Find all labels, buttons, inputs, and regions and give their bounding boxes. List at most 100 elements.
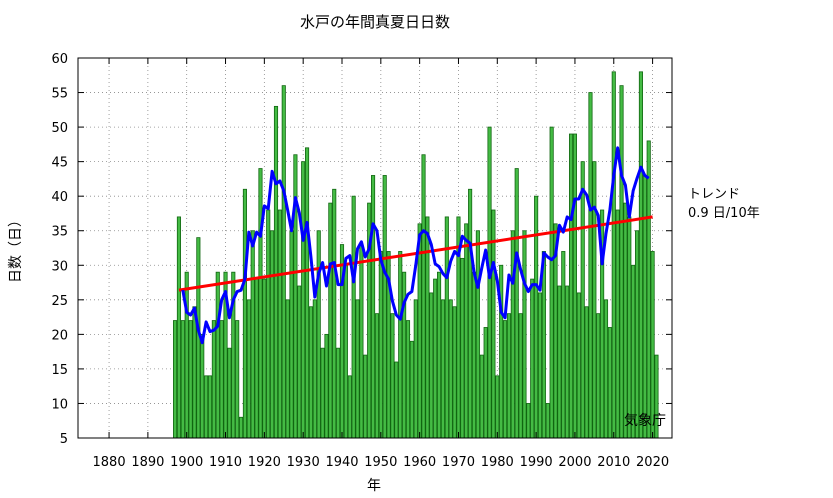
bar bbox=[503, 320, 508, 439]
bar bbox=[615, 209, 620, 439]
x-tick-label: 1920 bbox=[248, 455, 281, 470]
x-tick-label: 1890 bbox=[131, 455, 164, 470]
x-tick-label: 1960 bbox=[403, 455, 436, 470]
bar bbox=[635, 230, 640, 439]
bar bbox=[475, 230, 480, 439]
bar bbox=[176, 216, 181, 439]
y-tick-label: 40 bbox=[51, 190, 68, 205]
bar bbox=[332, 188, 337, 439]
bar bbox=[487, 126, 492, 439]
y-tick-label: 50 bbox=[51, 121, 68, 136]
bar bbox=[440, 299, 445, 439]
trend-legend-label: トレンド bbox=[688, 187, 740, 202]
bar bbox=[603, 299, 609, 439]
bar bbox=[266, 209, 271, 439]
y-tick-label: 25 bbox=[51, 294, 68, 309]
bar bbox=[471, 271, 477, 439]
bar bbox=[398, 251, 403, 439]
bar bbox=[580, 161, 585, 439]
bar bbox=[506, 313, 511, 439]
bar bbox=[405, 320, 411, 439]
bar bbox=[541, 251, 546, 439]
bar bbox=[359, 244, 364, 439]
bar bbox=[281, 85, 286, 439]
bar bbox=[592, 161, 597, 439]
bar bbox=[374, 313, 379, 439]
bar bbox=[242, 188, 247, 439]
moving-average-line bbox=[181, 146, 650, 345]
bar bbox=[646, 140, 651, 439]
source-label: 気象庁 bbox=[624, 413, 666, 429]
bar bbox=[371, 175, 376, 439]
bar bbox=[173, 320, 178, 439]
x-tick-label: 1950 bbox=[364, 455, 397, 470]
bar bbox=[433, 278, 438, 439]
bar bbox=[289, 230, 294, 439]
bar bbox=[250, 230, 255, 439]
x-tick-label: 2020 bbox=[636, 455, 669, 470]
bar bbox=[530, 278, 535, 439]
y-tick-labels: 5 10 15 20 25 30 35 40 45 50 55 60 bbox=[51, 52, 68, 447]
x-tick-label: 2010 bbox=[597, 455, 630, 470]
bar bbox=[192, 306, 197, 439]
bar bbox=[479, 354, 484, 439]
bar bbox=[308, 306, 313, 439]
x-tick-label: 1930 bbox=[287, 455, 320, 470]
bar bbox=[180, 320, 185, 439]
bar bbox=[394, 361, 399, 439]
bar bbox=[207, 375, 213, 439]
bar bbox=[437, 271, 442, 439]
bar bbox=[273, 105, 279, 439]
bar bbox=[611, 71, 616, 439]
bar bbox=[382, 175, 387, 439]
bar bbox=[557, 285, 562, 439]
bar bbox=[409, 340, 414, 439]
bar bbox=[390, 313, 395, 439]
bar bbox=[351, 195, 356, 439]
x-tick-label: 1980 bbox=[481, 455, 514, 470]
bar bbox=[270, 230, 275, 439]
plot-border bbox=[77, 57, 673, 439]
bar bbox=[650, 251, 655, 439]
x-tick-label: 1940 bbox=[325, 455, 358, 470]
bar bbox=[607, 327, 612, 439]
bar bbox=[510, 230, 515, 439]
y-tick-label: 5 bbox=[60, 432, 68, 447]
bar bbox=[561, 251, 566, 439]
y-tick-label: 10 bbox=[51, 397, 68, 412]
bar bbox=[537, 292, 543, 439]
bar bbox=[588, 92, 593, 439]
y-tick-label: 35 bbox=[51, 225, 68, 240]
bar bbox=[452, 306, 457, 439]
bar bbox=[227, 347, 232, 439]
bar bbox=[413, 299, 418, 439]
x-tick-label: 1900 bbox=[170, 455, 203, 470]
moving-average-group bbox=[181, 146, 650, 345]
bar bbox=[378, 251, 383, 439]
bar bbox=[239, 416, 244, 439]
bar bbox=[495, 375, 500, 439]
bar bbox=[312, 299, 317, 439]
bar bbox=[545, 403, 550, 439]
bar bbox=[584, 306, 589, 439]
y-tick-label: 30 bbox=[51, 259, 68, 274]
bar bbox=[301, 161, 306, 439]
bar bbox=[363, 354, 368, 439]
bar bbox=[627, 216, 632, 439]
bar bbox=[285, 299, 290, 439]
bar bbox=[619, 85, 624, 439]
bar bbox=[522, 230, 527, 439]
bar bbox=[297, 285, 302, 439]
bar bbox=[343, 264, 348, 439]
axes bbox=[77, 57, 673, 439]
bar bbox=[421, 154, 426, 439]
bar bbox=[464, 223, 469, 439]
bar bbox=[460, 257, 465, 439]
x-tick-label: 1910 bbox=[209, 455, 242, 470]
bar bbox=[576, 292, 581, 439]
y-tick-label: 55 bbox=[51, 87, 68, 102]
bar bbox=[211, 320, 216, 439]
bar bbox=[200, 333, 205, 439]
x-tick-label: 1990 bbox=[520, 455, 553, 470]
x-tick-label: 1970 bbox=[442, 455, 475, 470]
